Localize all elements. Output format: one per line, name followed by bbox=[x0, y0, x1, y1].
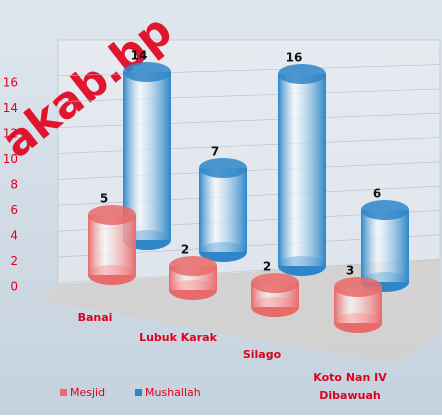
y-tick-label: 12 bbox=[3, 127, 18, 141]
cylinder-top bbox=[169, 256, 217, 276]
cylinder bbox=[334, 277, 382, 333]
cylinder-body bbox=[199, 168, 247, 252]
y-tick-label: 0 bbox=[10, 280, 18, 294]
x-tick-label: Silago bbox=[243, 348, 282, 361]
y-tick-label: 4 bbox=[10, 229, 18, 243]
cylinder bbox=[169, 256, 217, 300]
cylinder-top bbox=[251, 273, 299, 293]
y-tick-label: 6 bbox=[10, 203, 18, 217]
grid-line bbox=[57, 185, 441, 206]
y-tick-label: 14 bbox=[3, 101, 18, 115]
cylinder bbox=[199, 158, 247, 262]
cylinder-top bbox=[88, 205, 136, 225]
cylinder-body bbox=[361, 210, 409, 282]
y-tick-label: 8 bbox=[10, 178, 18, 192]
value-label: 2 bbox=[181, 243, 189, 257]
cylinder bbox=[88, 205, 136, 285]
y-tick-label: 16 bbox=[3, 76, 18, 90]
value-label: 6 bbox=[373, 187, 381, 201]
x-tick-label: Lubuk Karak bbox=[139, 331, 217, 344]
y-tick-label: 10 bbox=[3, 152, 18, 166]
value-label: 2 bbox=[263, 260, 271, 274]
y-tick-label: 2 bbox=[10, 254, 18, 268]
value-label: 5 bbox=[100, 192, 108, 206]
cylinder-body bbox=[278, 74, 326, 266]
grid-line bbox=[57, 88, 441, 102]
grid-line bbox=[57, 137, 441, 154]
value-label: 7 bbox=[211, 145, 219, 159]
cylinder-top bbox=[278, 64, 326, 84]
grid-line bbox=[57, 112, 441, 128]
cylinder bbox=[251, 273, 299, 317]
legend-swatch bbox=[60, 389, 67, 396]
cylinder bbox=[278, 64, 326, 276]
x-tick-label: Banai bbox=[78, 311, 113, 324]
legend-label: Mesjid bbox=[70, 386, 105, 399]
x-tick-label: Koto Nan IV Dibawuah bbox=[313, 371, 387, 402]
legend-swatch bbox=[135, 389, 142, 396]
grid-line bbox=[57, 161, 441, 180]
cylinder bbox=[361, 200, 409, 292]
legend-label: Mushallah bbox=[145, 386, 201, 399]
value-label: 14 bbox=[131, 49, 148, 63]
grid-line bbox=[57, 64, 441, 77]
cylinder-top bbox=[334, 277, 382, 297]
cylinder-top bbox=[361, 200, 409, 220]
cylinder-top bbox=[199, 158, 247, 178]
cylinder-top bbox=[123, 62, 171, 82]
value-label: 3 bbox=[346, 264, 354, 278]
value-label: 16 bbox=[286, 51, 303, 65]
